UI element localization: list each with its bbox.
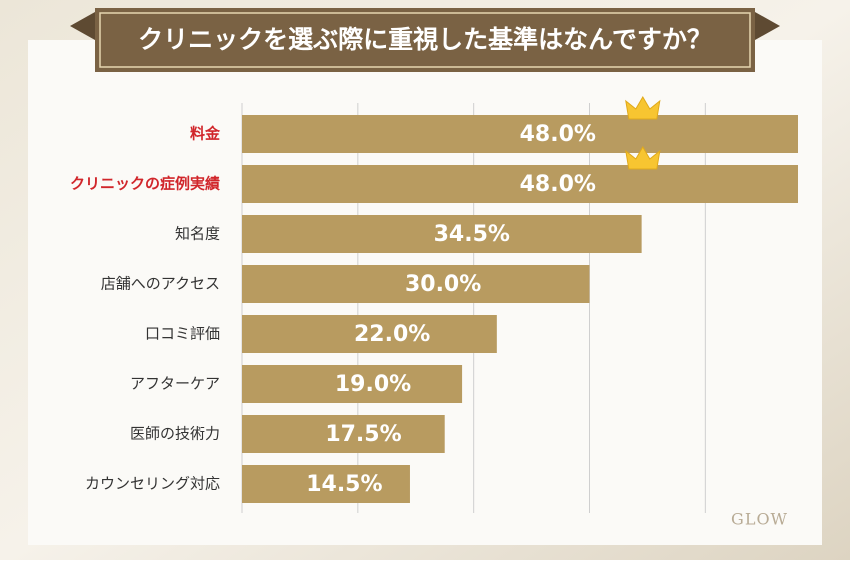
value-label: 19.0%	[335, 372, 411, 397]
chart-title: クリニックを選ぶ際に重視した基準はなんですか？	[138, 25, 712, 54]
value-label: 17.5%	[325, 422, 401, 447]
bar	[242, 465, 410, 503]
bar	[242, 115, 798, 153]
banner-tail	[755, 12, 780, 40]
watermark: GLOW	[731, 510, 788, 529]
crown-icon	[625, 96, 661, 120]
y-tick-label: アフターケア	[130, 375, 220, 393]
bar	[242, 415, 445, 453]
crown-icon	[625, 146, 661, 170]
y-tick-label: 口コミ評価	[145, 325, 220, 343]
title-border	[99, 12, 751, 68]
value-label: 14.5%	[306, 472, 382, 497]
y-tick-label: 医師の技術力	[130, 425, 220, 443]
bar	[242, 365, 463, 403]
y-tick-label: 料金	[190, 125, 221, 143]
y-tick-label: クリニックの症例実績	[70, 175, 220, 193]
value-label: 30.0%	[405, 272, 481, 297]
y-tick-label: カウンセリング対応	[85, 475, 220, 493]
value-label: 34.5%	[434, 222, 510, 247]
bar	[242, 215, 642, 253]
bar	[242, 165, 798, 203]
y-tick-label: 店舗へのアクセス	[101, 275, 220, 293]
title-banner	[95, 8, 755, 72]
value-label: 48.0%	[520, 172, 596, 197]
y-tick-label: 知名度	[175, 225, 220, 243]
value-label: 48.0%	[520, 122, 596, 147]
bar	[242, 265, 590, 303]
bar	[242, 315, 497, 353]
banner-tail	[70, 12, 95, 40]
value-label: 22.0%	[354, 322, 430, 347]
